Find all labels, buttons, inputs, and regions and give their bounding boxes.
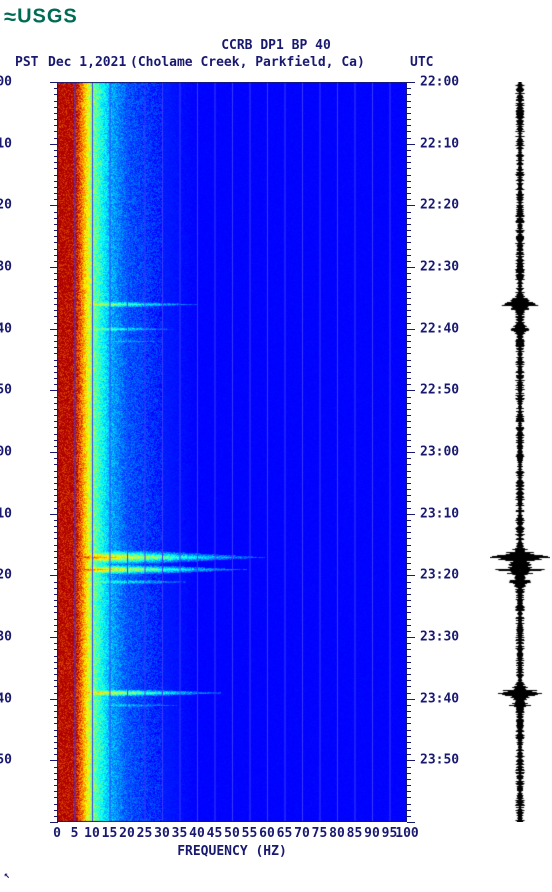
pst-label: PST	[15, 55, 38, 70]
freq-tick-label: 65	[277, 826, 293, 841]
freq-tick-label: 0	[53, 826, 61, 841]
usgs-logo: ≈USGS	[4, 4, 78, 30]
logo-wave-icon: ≈	[4, 4, 17, 30]
pst-tick-label: 14:30	[0, 260, 12, 275]
utc-tick-label: 22:50	[420, 383, 459, 398]
utc-tick-label: 23:30	[420, 630, 459, 645]
left-ticks	[50, 82, 58, 822]
utc-tick-label: 22:20	[420, 198, 459, 213]
freq-tick-label: 10	[84, 826, 100, 841]
pst-tick-label: 14:20	[0, 198, 12, 213]
utc-tick-label: 23:10	[420, 506, 459, 521]
pst-tick-label: 15:10	[0, 506, 12, 521]
cursor-icon: ↖	[4, 870, 10, 881]
header-location: (Cholame Creek, Parkfield, Ca)	[130, 55, 365, 70]
utc-tick-label: 22:10	[420, 136, 459, 151]
freq-tick-label: 85	[347, 826, 363, 841]
pst-tick-label: 14:10	[0, 136, 12, 151]
freq-tick-label: 80	[329, 826, 345, 841]
utc-tick-label: 22:40	[420, 321, 459, 336]
pst-tick-label: 15:40	[0, 691, 12, 706]
freq-axis: 0510152025303540455055606570758085909510…	[57, 826, 407, 846]
freq-tick-label: 55	[242, 826, 258, 841]
freq-tick-label: 30	[154, 826, 170, 841]
chart-title: CCRB DP1 BP 40	[0, 38, 552, 53]
pst-tick-label: 14:40	[0, 321, 12, 336]
pst-tick-label: 15:50	[0, 753, 12, 768]
freq-tick-label: 60	[259, 826, 275, 841]
logo-text: USGS	[17, 5, 78, 27]
utc-tick-label: 23:40	[420, 691, 459, 706]
freq-tick-label: 15	[102, 826, 118, 841]
utc-tick-label: 22:30	[420, 260, 459, 275]
freq-tick-label: 35	[172, 826, 188, 841]
freq-tick-label: 90	[364, 826, 380, 841]
header-date: Dec 1,2021	[48, 55, 126, 70]
pst-tick-label: 15:20	[0, 568, 12, 583]
utc-tick-label: 23:20	[420, 568, 459, 583]
pst-tick-label: 14:50	[0, 383, 12, 398]
freq-tick-label: 45	[207, 826, 223, 841]
freq-tick-label: 75	[312, 826, 328, 841]
utc-tick-label: 22:00	[420, 75, 459, 90]
utc-tick-label: 23:50	[420, 753, 459, 768]
pst-tick-label: 15:00	[0, 445, 12, 460]
freq-tick-label: 5	[71, 826, 79, 841]
freq-tick-label: 100	[395, 826, 418, 841]
utc-label: UTC	[410, 55, 433, 70]
freq-tick-label: 40	[189, 826, 205, 841]
pst-tick-label: 15:30	[0, 630, 12, 645]
right-ticks	[407, 82, 415, 822]
spectrogram-plot	[57, 82, 407, 822]
pst-tick-label: 14:00	[0, 75, 12, 90]
freq-tick-label: 70	[294, 826, 310, 841]
utc-tick-label: 23:00	[420, 445, 459, 460]
freq-tick-label: 25	[137, 826, 153, 841]
freq-tick-label: 50	[224, 826, 240, 841]
freq-tick-label: 20	[119, 826, 135, 841]
seismogram-plot	[490, 82, 550, 822]
freq-axis-label: FREQUENCY (HZ)	[57, 844, 407, 859]
